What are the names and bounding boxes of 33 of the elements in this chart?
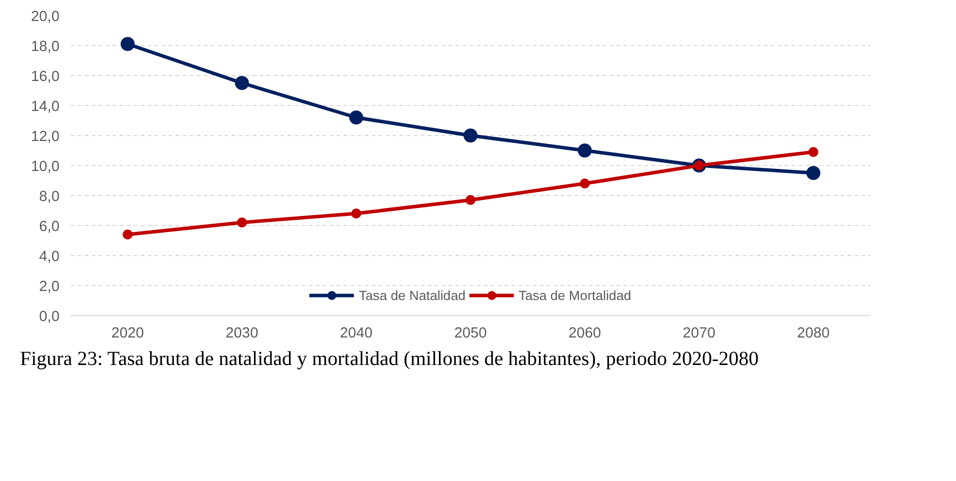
point xyxy=(236,218,247,228)
y-tick-label: 8,0 xyxy=(39,189,60,205)
y-tick-label: 6,0 xyxy=(39,219,60,235)
x-tick-label: 2040 xyxy=(340,326,373,342)
point xyxy=(808,147,818,157)
point xyxy=(122,230,133,240)
y-tick-label: 16,0 xyxy=(30,69,60,85)
y-tick-label: 18,0 xyxy=(30,39,60,55)
legend-label: Tasa de Natalidad xyxy=(358,288,466,302)
point xyxy=(234,76,249,90)
point xyxy=(578,144,592,158)
point xyxy=(349,110,364,124)
point xyxy=(466,195,476,205)
y-tick-label: 14,0 xyxy=(30,99,60,115)
y-tick-label: 2,0 xyxy=(39,279,60,295)
text: Figura 23: Tasa bruta de natalidad y mortalidad (millones de habitantes), periodo 2020-2080 xyxy=(20,347,759,372)
point xyxy=(120,37,135,51)
point xyxy=(806,166,820,180)
x-tick-label: 2060 xyxy=(568,326,602,342)
y-tick-label: 20,0 xyxy=(30,9,60,25)
point xyxy=(351,208,362,218)
x-tick-label: 2020 xyxy=(111,326,144,342)
y-tick-label: 10,0 xyxy=(30,159,60,175)
x-tick-label: 2080 xyxy=(797,326,830,342)
y-tick-label: 4,0 xyxy=(39,249,60,265)
y-tick-label: 12,0 xyxy=(30,129,60,145)
point xyxy=(464,128,478,142)
point xyxy=(580,178,590,188)
x-tick-label: 2070 xyxy=(682,326,716,342)
x-tick-label: 2050 xyxy=(454,326,487,342)
legend-label: Tasa de Mortalidad xyxy=(518,288,632,302)
x-tick-label: 2030 xyxy=(226,326,258,342)
y-tick-label: 0,0 xyxy=(39,309,60,325)
